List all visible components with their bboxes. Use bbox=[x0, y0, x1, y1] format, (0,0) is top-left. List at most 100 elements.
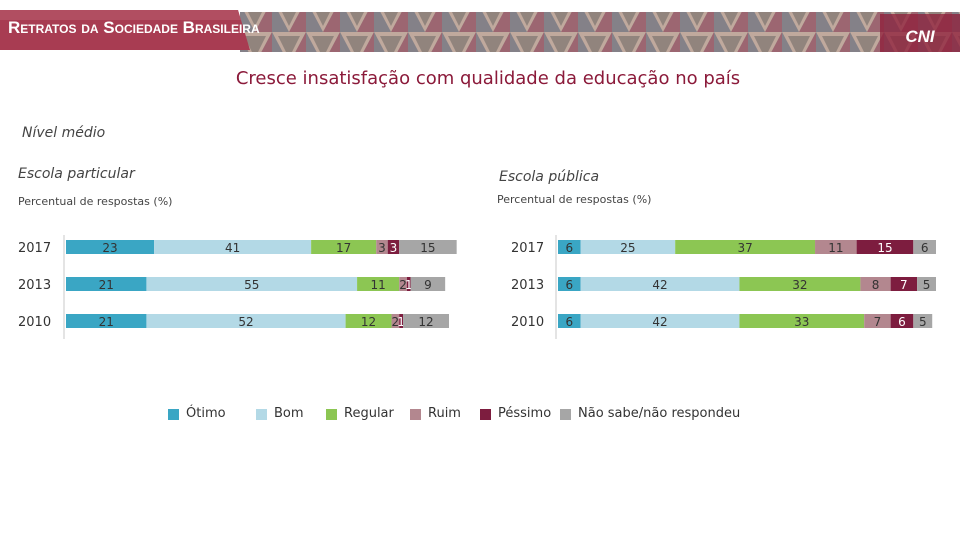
bar-publica-2013-regular bbox=[739, 277, 861, 291]
bar-publica-2010-bom bbox=[580, 314, 740, 328]
value-label-publica-2017-ruim: 11 bbox=[828, 241, 843, 255]
value-label-publica-2017-otimo: 6 bbox=[566, 241, 574, 255]
bar-publica-2013-ruim bbox=[860, 277, 891, 291]
year-label-publica-2013: 2013 bbox=[511, 278, 544, 293]
bar-particular-2010-pessimo bbox=[399, 314, 404, 328]
value-label-particular-2010-nsnr: 12 bbox=[418, 315, 433, 329]
value-label-particular-2013-ruim: 2 bbox=[399, 278, 407, 292]
panel-subtitle-publica: Percentual de respostas (%) bbox=[497, 193, 652, 206]
bar-publica-2017-bom bbox=[580, 240, 676, 254]
value-label-particular-2010-bom: 52 bbox=[238, 315, 253, 329]
bar-particular-2010-nsnr bbox=[403, 314, 449, 328]
bar-particular-2013-ruim bbox=[399, 277, 407, 291]
header-banner: Retratos da Sociedade Brasileira CNI bbox=[0, 0, 960, 56]
bar-particular-2017-otimo bbox=[66, 240, 155, 254]
value-label-publica-2013-bom: 42 bbox=[652, 278, 667, 292]
legend-swatch-pessimo bbox=[480, 409, 491, 420]
bar-particular-2010-bom bbox=[146, 314, 346, 328]
bar-particular-2017-regular bbox=[311, 240, 377, 254]
bar-publica-2017-otimo bbox=[558, 240, 581, 254]
bar-publica-2010-otimo bbox=[558, 314, 581, 328]
bar-particular-2013-otimo bbox=[66, 277, 147, 291]
bar-particular-2017-ruim bbox=[376, 240, 388, 254]
legend-label-ruim: Ruim bbox=[428, 406, 461, 421]
legend-label-pessimo: Péssimo bbox=[498, 406, 552, 421]
year-label-particular-2013: 2013 bbox=[18, 278, 51, 293]
legend-label-regular: Regular bbox=[344, 406, 394, 421]
page-title: Cresce insatisfação com qualidade da edu… bbox=[235, 68, 741, 89]
value-label-publica-2017-regular: 37 bbox=[737, 241, 752, 255]
value-label-publica-2017-nsnr: 6 bbox=[921, 241, 929, 255]
legend-label-nsnr: Não sabe/não respondeu bbox=[578, 406, 741, 421]
value-label-publica-2010-otimo: 6 bbox=[566, 315, 574, 329]
value-label-publica-2017-pessimo: 15 bbox=[877, 241, 892, 255]
year-label-particular-2017: 2017 bbox=[18, 241, 51, 256]
value-label-particular-2013-regular: 11 bbox=[371, 278, 386, 292]
value-label-publica-2017-bom: 25 bbox=[620, 241, 635, 255]
bar-particular-2017-bom bbox=[154, 240, 312, 254]
bar-publica-2017-ruim bbox=[815, 240, 857, 254]
value-label-particular-2017-otimo: 23 bbox=[102, 241, 117, 255]
bar-publica-2010-regular bbox=[739, 314, 865, 328]
legend-swatch-otimo bbox=[168, 409, 179, 420]
legend-swatch-regular bbox=[326, 409, 337, 420]
value-label-publica-2013-regular: 32 bbox=[792, 278, 807, 292]
value-label-publica-2010-regular: 33 bbox=[794, 315, 809, 329]
value-label-particular-2010-ruim: 2 bbox=[392, 315, 400, 329]
value-label-particular-2017-pessimo: 3 bbox=[390, 241, 398, 255]
value-label-publica-2013-ruim: 8 bbox=[872, 278, 880, 292]
bar-publica-2010-pessimo bbox=[890, 314, 914, 328]
bar-particular-2017-nsnr bbox=[399, 240, 457, 254]
legend-swatch-ruim bbox=[410, 409, 421, 420]
bar-particular-2013-regular bbox=[357, 277, 400, 291]
bar-particular-2010-otimo bbox=[66, 314, 147, 328]
bar-publica-2017-regular bbox=[675, 240, 816, 254]
bar-particular-2017-pessimo bbox=[387, 240, 400, 254]
bar-publica-2013-nsnr bbox=[917, 277, 936, 291]
value-label-particular-2013-pessimo: 1 bbox=[405, 278, 413, 292]
bar-publica-2013-pessimo bbox=[890, 277, 918, 291]
value-label-publica-2013-nsnr: 5 bbox=[923, 278, 931, 292]
value-label-publica-2013-otimo: 6 bbox=[566, 278, 574, 292]
bar-particular-2013-bom bbox=[146, 277, 358, 291]
panel-subtitle-particular: Percentual de respostas (%) bbox=[18, 195, 173, 208]
bar-publica-2013-otimo bbox=[558, 277, 581, 291]
value-label-particular-2017-bom: 41 bbox=[225, 241, 240, 255]
value-label-particular-2013-otimo: 21 bbox=[99, 278, 114, 292]
bar-publica-2010-ruim bbox=[864, 314, 891, 328]
value-label-publica-2010-ruim: 7 bbox=[874, 315, 882, 329]
value-label-publica-2010-bom: 42 bbox=[652, 315, 667, 329]
value-label-publica-2010-pessimo: 6 bbox=[898, 315, 906, 329]
year-label-publica-2010: 2010 bbox=[511, 315, 544, 330]
header-title: Retratos da Sociedade Brasileira bbox=[8, 18, 260, 37]
bar-publica-2013-bom bbox=[580, 277, 740, 291]
header-background bbox=[0, 10, 960, 52]
bar-particular-2010-ruim bbox=[391, 314, 400, 328]
value-label-particular-2017-ruim: 3 bbox=[378, 241, 386, 255]
value-label-particular-2017-nsnr: 15 bbox=[420, 241, 435, 255]
bar-publica-2010-nsnr bbox=[913, 314, 933, 328]
value-label-publica-2010-nsnr: 5 bbox=[919, 315, 927, 329]
value-label-publica-2013-pessimo: 7 bbox=[900, 278, 908, 292]
bar-particular-2010-regular bbox=[345, 314, 392, 328]
legend-swatch-nsnr bbox=[560, 409, 571, 420]
year-label-particular-2010: 2010 bbox=[18, 315, 51, 330]
legend-swatch-bom bbox=[256, 409, 267, 420]
value-label-particular-2013-bom: 55 bbox=[244, 278, 259, 292]
value-label-particular-2010-otimo: 21 bbox=[99, 315, 114, 329]
legend-label-bom: Bom bbox=[274, 406, 304, 421]
value-label-particular-2013-nsnr: 9 bbox=[424, 278, 432, 292]
cni-logo: CNI bbox=[905, 27, 935, 46]
value-label-particular-2017-regular: 17 bbox=[336, 241, 351, 255]
panel-title-particular: Escola particular bbox=[18, 166, 135, 182]
value-label-particular-2010-pessimo: 1 bbox=[397, 315, 405, 329]
subtitle: Nível médio bbox=[22, 125, 106, 141]
panel-title-publica: Escola pública bbox=[499, 169, 600, 185]
value-label-particular-2010-regular: 12 bbox=[361, 315, 376, 329]
bar-publica-2017-pessimo bbox=[856, 240, 914, 254]
legend-label-otimo: Ótimo bbox=[186, 406, 226, 421]
bar-particular-2013-pessimo bbox=[406, 277, 411, 291]
bar-publica-2017-nsnr bbox=[913, 240, 936, 254]
bar-particular-2013-nsnr bbox=[410, 277, 446, 291]
